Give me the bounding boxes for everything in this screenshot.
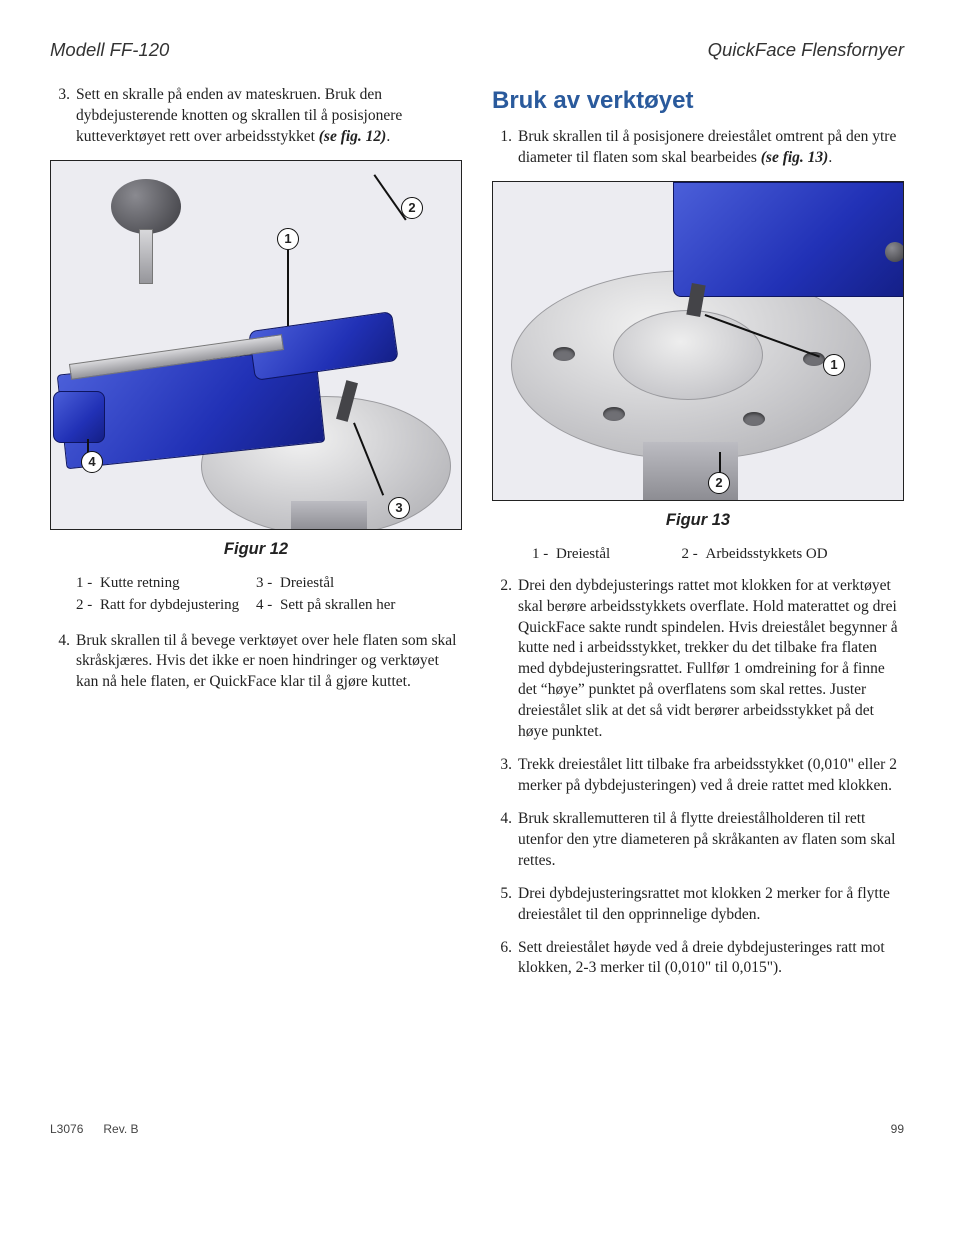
see-fig-ref: (se fig. 12) bbox=[319, 128, 387, 145]
legend-num: 4 - bbox=[256, 595, 280, 615]
doc-number: L3076 bbox=[50, 1122, 83, 1136]
callout-2: 2 bbox=[401, 197, 423, 219]
step-number: 4. bbox=[54, 631, 76, 694]
step-text: Sett en skralle på enden av mateskruen. … bbox=[76, 85, 462, 148]
step-text: Sett dreiestålet høyde ved å dreie dybde… bbox=[518, 938, 904, 980]
step-number: 1. bbox=[496, 127, 518, 169]
section-title: Bruk av verktøyet bbox=[492, 85, 904, 117]
legend-text: Dreiestål bbox=[556, 544, 676, 564]
knob-shaft bbox=[139, 229, 153, 284]
legend-text: Ratt for dybdejustering bbox=[100, 595, 250, 615]
step-number: 6. bbox=[496, 938, 518, 980]
r-step-3: 3. Trekk dreiestålet litt tilbake fra ar… bbox=[496, 755, 904, 797]
footer-left: L3076 Rev. B bbox=[50, 1121, 139, 1137]
legend-item: 1 - Dreiestål bbox=[532, 543, 682, 565]
step-4: 4. Bruk skrallen til å bevege verktøyet … bbox=[54, 631, 462, 694]
step-text: Drei den dybdejusterings rattet mot klok… bbox=[518, 576, 904, 743]
figure-12: 1 2 3 4 bbox=[50, 160, 462, 530]
legend-item: 2 - Ratt for dybdejustering bbox=[76, 594, 256, 616]
r-step-4: 4. Bruk skrallemutteren til å flytte dre… bbox=[496, 809, 904, 872]
legend-item: 3 - Dreiestål bbox=[256, 572, 436, 594]
legend-item: 1 - Kutte retning bbox=[76, 572, 256, 594]
tool-block bbox=[673, 182, 904, 297]
callout-1: 1 bbox=[277, 228, 299, 250]
step-text: Bruk skrallen til å posisjonere dreiestå… bbox=[518, 127, 904, 169]
legend-text: Dreiestål bbox=[280, 573, 430, 593]
header-left: Modell FF-120 bbox=[50, 38, 169, 63]
callout-3: 3 bbox=[388, 497, 410, 519]
doc-rev: Rev. B bbox=[103, 1122, 138, 1136]
legend-item: 4 - Sett på skrallen her bbox=[256, 594, 436, 616]
figure-13: 1 2 bbox=[492, 181, 904, 501]
legend-text: Sett på skrallen her bbox=[280, 595, 430, 615]
legend-text: Arbeidsstykkets OD bbox=[706, 544, 882, 564]
left-column: 3. Sett en skralle på enden av mateskrue… bbox=[50, 85, 462, 991]
callout-4: 4 bbox=[81, 451, 103, 473]
right-step-list: 1. Bruk skrallen til å posisjonere dreie… bbox=[492, 127, 904, 169]
figure-12-legend: 1 - Kutte retning 3 - Dreiestål 2 - Ratt… bbox=[50, 572, 462, 623]
step-number: 4. bbox=[496, 809, 518, 872]
step-text: Bruk skrallen til å bevege verktøyet ove… bbox=[76, 631, 462, 694]
r-step-6: 6. Sett dreiestålet høyde ved å dreie dy… bbox=[496, 938, 904, 980]
flange-inner bbox=[613, 310, 763, 400]
figure-13-caption: Figur 13 bbox=[492, 509, 904, 531]
r-step-2: 2. Drei den dybdejusterings rattet mot k… bbox=[496, 576, 904, 743]
legend-num: 1 - bbox=[532, 544, 556, 564]
step-text: Trekk dreiestålet litt tilbake fra arbei… bbox=[518, 755, 904, 797]
legend-num: 1 - bbox=[76, 573, 100, 593]
step-3: 3. Sett en skralle på enden av mateskrue… bbox=[54, 85, 462, 148]
legend-num: 2 - bbox=[682, 544, 706, 564]
r-step-5: 5. Drei dybdejusteringsrattet mot klokke… bbox=[496, 884, 904, 926]
figure-13-legend: 1 - Dreiestål 2 - Arbeidsstykkets OD bbox=[492, 543, 904, 575]
see-fig-ref: (se fig. 13) bbox=[761, 149, 829, 166]
step-text: Drei dybdejusteringsrattet mot klokken 2… bbox=[518, 884, 904, 926]
flange-stem bbox=[291, 501, 367, 530]
r-step-1: 1. Bruk skrallen til å posisjonere dreie… bbox=[496, 127, 904, 169]
step-body: Bruk skrallen til å posisjonere dreiestå… bbox=[518, 128, 896, 166]
legend-num: 3 - bbox=[256, 573, 280, 593]
leader-2 bbox=[719, 452, 721, 474]
step-text: Bruk skrallemutteren til å flytte dreies… bbox=[518, 809, 904, 872]
legend-num: 2 - bbox=[76, 595, 100, 615]
figure-12-caption: Figur 12 bbox=[50, 538, 462, 560]
left-step-list: 3. Sett en skralle på enden av mateskrue… bbox=[50, 85, 462, 148]
page-footer: L3076 Rev. B 99 bbox=[50, 1121, 904, 1137]
leader-1 bbox=[287, 250, 289, 326]
ratchet-socket bbox=[53, 391, 105, 443]
right-column: Bruk av verktøyet 1. Bruk skrallen til å… bbox=[492, 85, 904, 991]
two-column-layout: 3. Sett en skralle på enden av mateskrue… bbox=[50, 85, 904, 991]
step-number: 3. bbox=[496, 755, 518, 797]
page-header: Modell FF-120 QuickFace Flensfornyer bbox=[50, 38, 904, 63]
header-right: QuickFace Flensfornyer bbox=[708, 38, 904, 63]
step-number: 3. bbox=[54, 85, 76, 148]
legend-item: 2 - Arbeidsstykkets OD bbox=[682, 543, 888, 565]
depth-knob bbox=[111, 179, 181, 234]
legend-text: Kutte retning bbox=[100, 573, 250, 593]
right-step-list-2: 2. Drei den dybdejusterings rattet mot k… bbox=[492, 576, 904, 980]
page-number: 99 bbox=[891, 1121, 904, 1137]
step-number: 2. bbox=[496, 576, 518, 743]
left-step-list-2: 4. Bruk skrallen til å bevege verktøyet … bbox=[50, 631, 462, 694]
side-knob bbox=[885, 242, 904, 262]
step-number: 5. bbox=[496, 884, 518, 926]
